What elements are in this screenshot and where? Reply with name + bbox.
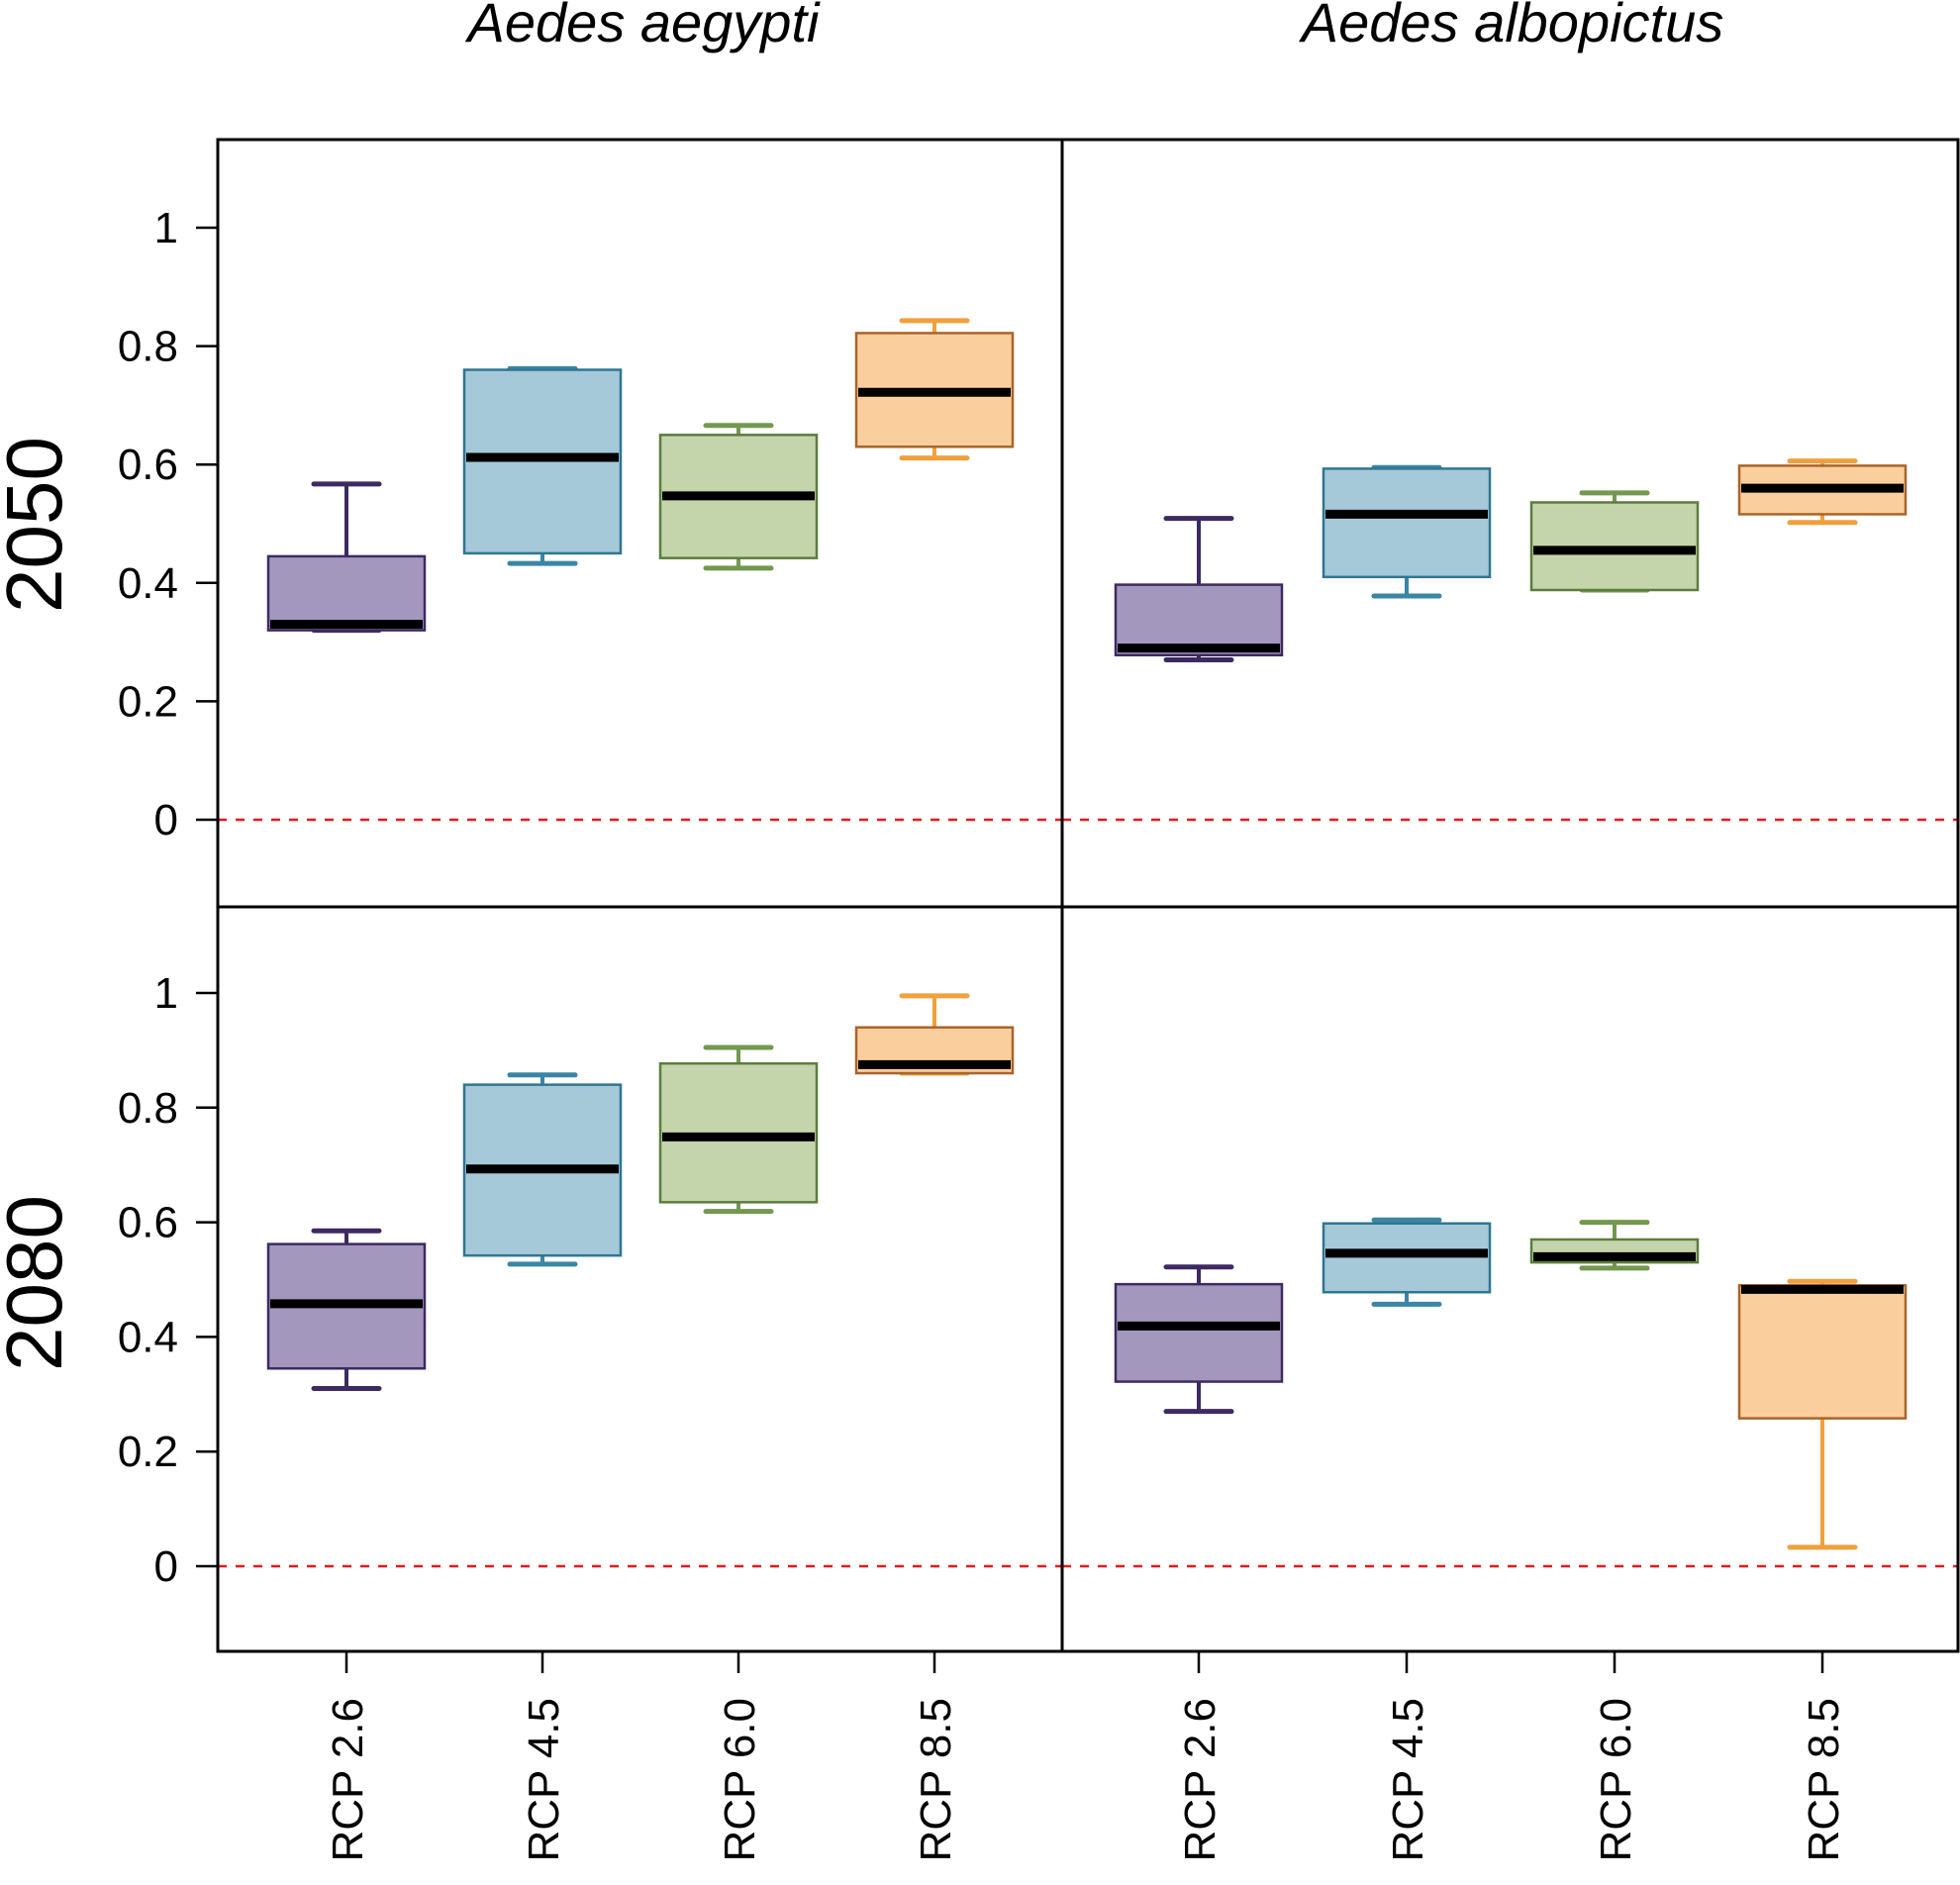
y-tick-label: 0.4 xyxy=(118,559,178,608)
y-tick-label: 0.6 xyxy=(118,1199,178,1247)
box-rcp-6-0 xyxy=(658,1044,819,1215)
plot-frame xyxy=(216,138,1960,1653)
box-rcp-6-0 xyxy=(1529,1220,1700,1271)
column-title-aegypti: Aedes aegypti xyxy=(465,0,821,53)
box-rcp-8-5 xyxy=(854,993,1015,1076)
box-rcp-2-6 xyxy=(1114,516,1284,663)
x-tick-label: RCP 2.6 xyxy=(324,1698,372,1862)
row-labels: 2050 2080 xyxy=(0,437,78,1371)
box-rcp-2-6 xyxy=(266,1228,427,1392)
iqr-box xyxy=(1737,1284,1908,1420)
panel-grid xyxy=(218,318,1958,1568)
box-rcp-2-6 xyxy=(266,481,427,634)
x-axis: RCP 2.6 RCP 4.5 RCP 6.0 RCP 8.5 RCP 2.6 RCP 4… xyxy=(324,1651,1848,1862)
box-rcp-4-5 xyxy=(1322,1217,1492,1307)
panel-2050-aegypti xyxy=(218,318,1062,822)
x-tick-label: RCP 8.5 xyxy=(912,1698,960,1862)
y-tick-label: 0.4 xyxy=(118,1313,178,1361)
box-rcp-8-5 xyxy=(1737,1278,1908,1550)
column-title-albopictus: Aedes albopictus xyxy=(1299,0,1724,53)
x-tick-label: RCP 4.5 xyxy=(520,1698,568,1862)
y-tick-label: 0 xyxy=(154,1542,178,1591)
box-rcp-8-5 xyxy=(1737,458,1908,526)
x-tick-label: RCP 4.5 xyxy=(1384,1698,1432,1862)
box-rcp-8-5 xyxy=(854,318,1015,461)
box-rcp-4-5 xyxy=(462,1072,623,1267)
y-tick-label: 0.2 xyxy=(118,1428,178,1476)
x-tick-label: RCP 6.0 xyxy=(1592,1698,1640,1862)
y-tick-label: 0 xyxy=(154,796,178,844)
iqr-box xyxy=(1114,583,1284,657)
panel-2080-aegypti xyxy=(218,993,1062,1568)
y-tick-label: 1 xyxy=(154,969,178,1018)
box-rcp-4-5 xyxy=(462,365,623,566)
box-rcp-2-6 xyxy=(1114,1264,1284,1415)
panel-2050-albopictus xyxy=(1062,458,1958,822)
y-tick-label: 0.8 xyxy=(118,1084,178,1133)
y-tick-label: 0.2 xyxy=(118,677,178,726)
y-axis-2080: 0 0.2 0.4 0.6 0.8 1 xyxy=(118,969,218,1591)
row-label-2080: 2080 xyxy=(0,1195,78,1371)
y-tick-label: 1 xyxy=(154,204,178,252)
y-tick-label: 0.8 xyxy=(118,323,178,371)
row-label-2050: 2050 xyxy=(0,437,78,613)
box-rcp-6-0 xyxy=(1529,490,1700,593)
box-rcp-6-0 xyxy=(658,423,819,571)
y-tick-label: 0.6 xyxy=(118,441,178,489)
x-tick-label: RCP 6.0 xyxy=(716,1698,764,1862)
y-axis-2050: 0 0.2 0.4 0.6 0.8 1 xyxy=(118,204,218,844)
iqr-box xyxy=(1322,1222,1492,1294)
iqr-box xyxy=(266,554,427,632)
column-titles: Aedes aegypti Aedes albopictus xyxy=(465,0,1724,53)
iqr-box xyxy=(1322,467,1492,579)
panel-2080-albopictus xyxy=(1062,1217,1958,1568)
x-tick-label: RCP 8.5 xyxy=(1800,1698,1848,1862)
box-rcp-4-5 xyxy=(1322,464,1492,599)
iqr-box xyxy=(1114,1282,1284,1383)
x-tick-label: RCP 2.6 xyxy=(1176,1698,1225,1862)
axes: 0 0.2 0.4 0.6 0.8 1 0 0.2 0.4 0.6 0.8 1 RCP 2.6 RCP 4… xyxy=(118,138,1960,1862)
